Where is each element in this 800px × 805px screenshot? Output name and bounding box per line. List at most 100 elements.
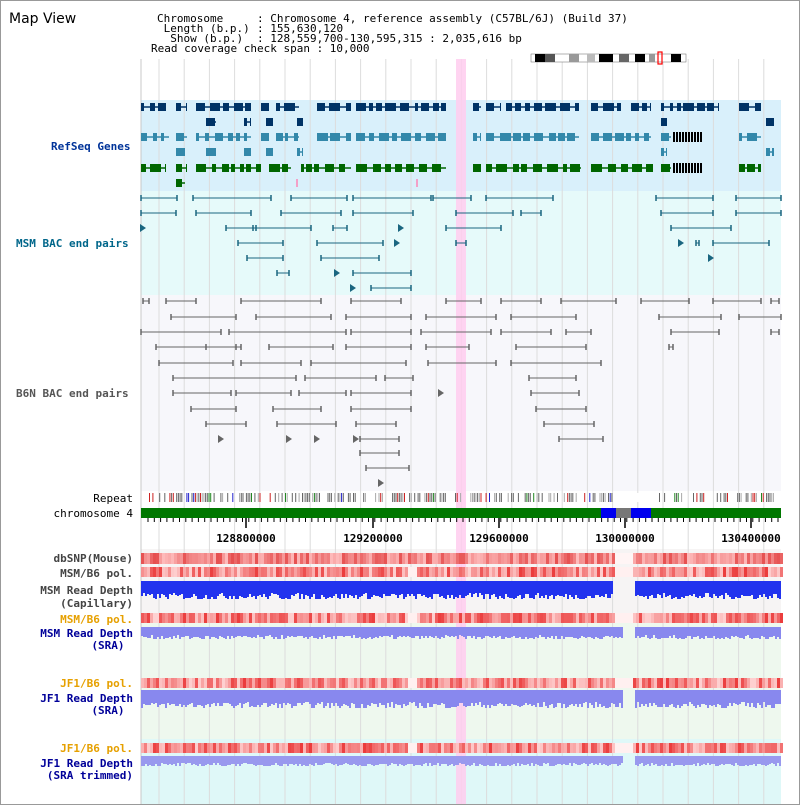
heatmap-cell: [222, 743, 225, 753]
msm-capillary-depth-bar: [655, 581, 657, 598]
msm-sra-depth-bar: [727, 627, 729, 638]
jf1-sra-depth-bar: [227, 690, 229, 703]
gene-exon: [739, 103, 749, 111]
heatmap-cell: [750, 678, 753, 688]
heatmap-cell: [312, 567, 315, 577]
heatmap-cell: [264, 613, 267, 623]
heatmap-cell: [729, 567, 732, 577]
heatmap-cell: [288, 743, 291, 753]
heatmap-cell: [339, 553, 342, 564]
jf1-sra-depth-bar: [721, 690, 723, 708]
track-label-jf1-b6-pol[interactable]: JF1/B6 pol.: [60, 677, 133, 690]
track-label-msm-bac[interactable]: MSM BAC end pairs: [16, 237, 129, 250]
heatmap-cell: [609, 567, 612, 577]
jf1-sra-depth-bar: [719, 690, 721, 705]
msm-capillary-depth-bar: [257, 581, 259, 596]
heatmap-cell: [291, 567, 294, 577]
jf1-sra-depth-bar: [165, 690, 167, 708]
msm-capillary-depth-bar: [481, 581, 483, 595]
track-label-repeat[interactable]: Repeat: [93, 492, 133, 505]
msm-capillary-depth-bar: [267, 581, 269, 599]
jf1-sra-depth-bar: [637, 690, 639, 702]
track-label-b6n-bac[interactable]: B6N BAC end pairs: [16, 387, 129, 400]
jf1-trimmed-depth-bar: [239, 756, 241, 766]
gene-exon: [196, 133, 199, 141]
heatmap-cell: [210, 567, 213, 577]
gene-exon: [739, 164, 745, 172]
jf1-trimmed-depth-bar: [419, 756, 421, 765]
jf1-sra-depth-bar: [363, 690, 365, 708]
heatmap-cell: [750, 567, 753, 577]
jf1-sra-depth-bar: [567, 690, 569, 707]
heatmap-cell: [420, 743, 423, 753]
msm-sra-depth-bar: [393, 627, 395, 639]
heatmap-cell: [381, 613, 384, 623]
jf1-sra-depth-bar: [589, 690, 591, 703]
heatmap-cell: [756, 743, 759, 753]
track-label-refseq[interactable]: RefSeq Genes: [51, 140, 131, 153]
msm-capillary-depth-bar: [635, 581, 637, 596]
jf1-trimmed-depth-bar: [721, 756, 723, 764]
heatmap-cell: [738, 743, 741, 753]
track-label-msm-depth-sra[interactable]: MSM Read Depth: [40, 627, 133, 640]
heatmap-cell: [465, 743, 468, 753]
track-label-dbsnp[interactable]: dbSNP(Mouse): [53, 552, 133, 565]
msm-capillary-depth-bar: [575, 581, 577, 595]
msm-capillary-depth-bar: [569, 581, 571, 595]
heatmap-cell: [687, 678, 690, 688]
msm-capillary-depth-bar: [511, 581, 513, 598]
msm-capillary-depth-bar: [243, 581, 245, 598]
track-label-jf1-depth-trimmed[interactable]: JF1 Read Depth: [40, 757, 133, 770]
msm-sra-depth-bar: [645, 627, 647, 635]
track-label-msm-depth-capillary[interactable]: MSM Read Depth: [40, 584, 133, 597]
jf1-sra-depth-bar: [373, 690, 375, 704]
heatmap-cell: [186, 678, 189, 688]
jf1-sra-depth-bar: [289, 690, 291, 704]
gene-exon: [302, 148, 303, 156]
jf1-trimmed-depth-bar: [241, 756, 243, 764]
msm-sra-depth-bar: [673, 627, 675, 635]
heatmap-cell: [588, 553, 591, 564]
heatmap-cell: [375, 553, 378, 564]
heatmap-cell: [264, 553, 267, 564]
heatmap-cell: [435, 553, 438, 564]
heatmap-cell: [414, 553, 417, 564]
msm-capillary-depth-bar: [285, 581, 287, 598]
heatmap-cell: [573, 613, 576, 623]
heatmap-cell: [603, 678, 606, 688]
heatmap-cell: [411, 613, 414, 623]
heatmap-cell: [555, 553, 558, 564]
heatmap-cell: [705, 553, 708, 564]
heatmap-cell: [483, 567, 486, 577]
msm-capillary-depth-bar: [771, 581, 773, 598]
jf1-sra-depth-bar: [297, 690, 299, 703]
msm-capillary-depth-bar: [609, 581, 611, 598]
heatmap-cell: [255, 743, 258, 753]
heatmap-cell: [300, 553, 303, 564]
gene-exon: [438, 133, 446, 141]
msm-capillary-depth-bar: [147, 581, 149, 594]
track-label-jf1-b6-pol-2[interactable]: JF1/B6 pol.: [60, 742, 133, 755]
jf1-sra-depth-bar: [229, 690, 231, 704]
gene-exon: [339, 164, 345, 172]
msm-sra-depth-bar: [299, 627, 301, 636]
jf1-sra-depth-bar: [189, 690, 191, 704]
heatmap-cell: [708, 743, 711, 753]
heatmap-cell: [534, 678, 537, 688]
heatmap-cell: [153, 613, 156, 623]
msm-sra-depth-bar: [319, 627, 321, 637]
msm-sra-depth-bar: [217, 627, 219, 639]
heatmap-cell: [510, 613, 513, 623]
track-label-msm-b6-pol[interactable]: MSM/B6 pol.: [60, 567, 133, 580]
msm-sra-depth-bar: [307, 627, 309, 639]
jf1-sra-depth-bar: [263, 690, 265, 703]
heatmap-cell: [663, 613, 666, 623]
repeat-element: [426, 493, 428, 502]
gene-exon: [661, 103, 664, 111]
track-label-jf1-depth-sra[interactable]: JF1 Read Depth: [40, 692, 133, 705]
msm-sra-depth-bar: [327, 627, 329, 637]
track-label-msm-b6-pol-2[interactable]: MSM/B6 pol.: [60, 613, 133, 626]
jf1-sra-depth-bar: [689, 690, 691, 702]
jf1-sra-depth-bar: [527, 690, 529, 705]
